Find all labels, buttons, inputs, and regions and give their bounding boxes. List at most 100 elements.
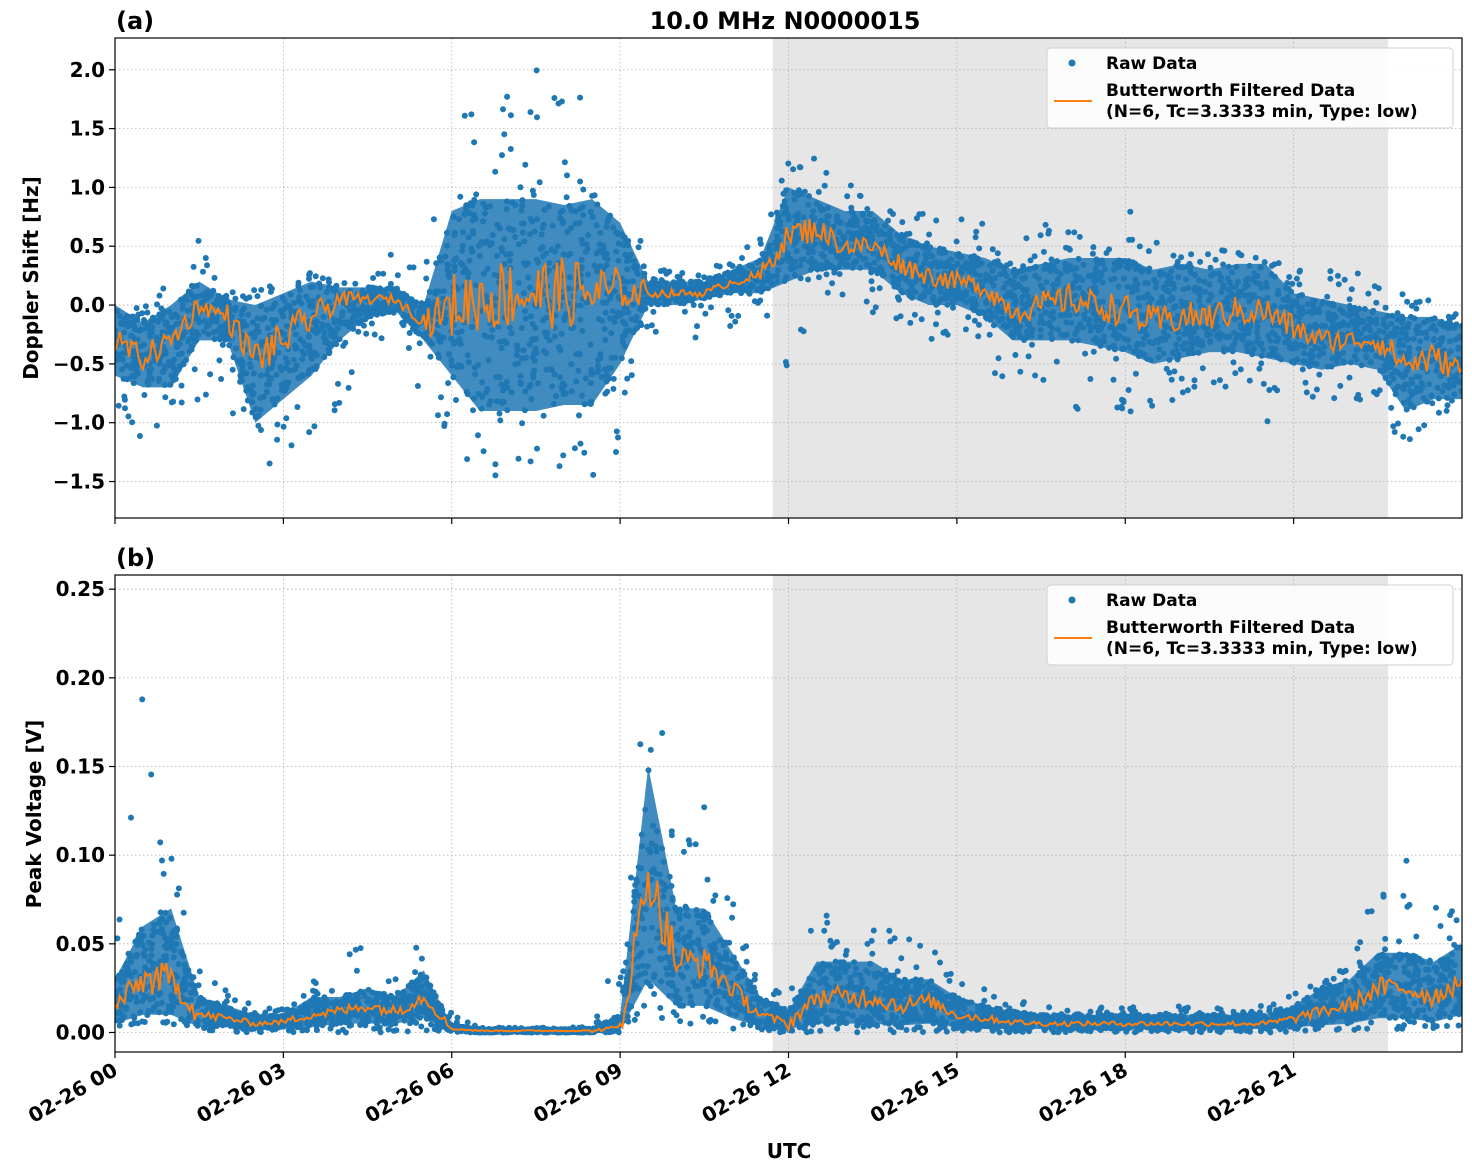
raw-data-point (816, 274, 822, 280)
raw-data-point (288, 292, 294, 298)
raw-data-point (929, 336, 935, 342)
raw-data-point (959, 254, 965, 260)
raw-data-point (577, 317, 583, 323)
raw-data-point (1415, 329, 1421, 335)
raw-data-point (497, 339, 503, 345)
raw-data-point (442, 320, 448, 326)
raw-data-point (965, 314, 971, 320)
raw-data-point (283, 1007, 289, 1013)
raw-data-point (584, 299, 590, 305)
raw-data-point (195, 397, 201, 403)
raw-data-point (117, 1023, 123, 1029)
raw-data-point (220, 1022, 226, 1028)
raw-data-point (463, 206, 469, 212)
raw-data-point (501, 399, 507, 405)
raw-data-point (1169, 377, 1175, 383)
raw-data-point (118, 1017, 124, 1023)
raw-data-point (1421, 395, 1427, 401)
raw-data-point (1134, 343, 1140, 349)
raw-data-point (1220, 262, 1226, 268)
raw-data-point (1359, 362, 1365, 368)
raw-data-point (907, 320, 913, 326)
raw-data-point (446, 262, 452, 268)
raw-data-point (844, 263, 850, 269)
raw-data-point (1394, 317, 1400, 323)
raw-data-point (1121, 276, 1127, 282)
raw-data-point (1016, 330, 1022, 336)
raw-data-point (265, 325, 271, 331)
raw-data-point (671, 279, 677, 285)
raw-data-point (1173, 342, 1179, 348)
raw-data-point (423, 975, 429, 981)
raw-data-point (1417, 374, 1423, 380)
raw-data-point (421, 333, 427, 339)
raw-data-point (504, 379, 510, 385)
raw-data-point (306, 334, 312, 340)
raw-data-point (162, 321, 168, 327)
raw-data-point (330, 288, 336, 294)
raw-data-point (154, 301, 160, 307)
raw-data-point (1229, 269, 1235, 275)
raw-data-point (153, 334, 159, 340)
raw-data-point (560, 220, 566, 226)
raw-data-point (1088, 328, 1094, 334)
raw-data-point (1132, 276, 1138, 282)
raw-data-point (158, 990, 164, 996)
raw-data-point (229, 1011, 235, 1017)
raw-data-point (459, 248, 465, 254)
raw-data-point (1046, 300, 1052, 306)
raw-data-point (1327, 276, 1333, 282)
raw-data-point (176, 366, 182, 372)
raw-data-point (379, 991, 385, 997)
raw-data-point (757, 298, 763, 304)
raw-data-point (890, 211, 896, 217)
raw-data-point (428, 1022, 434, 1028)
raw-data-point (240, 293, 246, 299)
raw-data-point (609, 355, 615, 361)
raw-data-point (320, 275, 326, 281)
raw-data-point (178, 950, 184, 956)
raw-data-point (245, 312, 251, 318)
raw-data-point (564, 172, 570, 178)
raw-data-point (141, 392, 147, 398)
raw-data-point (283, 365, 289, 371)
raw-data-point (522, 308, 528, 314)
raw-data-point (1453, 321, 1459, 327)
raw-data-point (458, 260, 464, 266)
raw-data-point (174, 926, 180, 932)
raw-data-point (611, 376, 617, 382)
raw-data-point (830, 247, 836, 253)
raw-data-point (1207, 339, 1213, 345)
raw-data-point (424, 259, 430, 265)
raw-data-point (1404, 407, 1410, 413)
y-tick-label: −1.0 (53, 411, 105, 435)
raw-data-point (938, 260, 944, 266)
raw-data-point (142, 1019, 148, 1025)
raw-data-point (514, 342, 520, 348)
raw-data-point (181, 361, 187, 367)
raw-data-point (1428, 393, 1434, 399)
raw-data-point (577, 95, 583, 101)
raw-data-point (566, 286, 572, 292)
raw-data-point (1221, 346, 1227, 352)
raw-data-point (1299, 305, 1305, 311)
raw-data-point (484, 386, 490, 392)
raw-data-point (1292, 340, 1298, 346)
raw-data-point (516, 280, 522, 286)
raw-data-point (762, 252, 768, 258)
raw-data-point (548, 366, 554, 372)
raw-data-point (1373, 300, 1379, 306)
raw-data-point (551, 95, 557, 101)
raw-data-point (744, 244, 750, 250)
raw-data-point (790, 264, 796, 270)
raw-data-point (1081, 312, 1087, 318)
raw-data-point (402, 1018, 408, 1024)
raw-data-point (559, 331, 565, 337)
raw-data-point (296, 294, 302, 300)
raw-data-point (1319, 323, 1325, 329)
raw-data-point (1404, 324, 1410, 330)
raw-data-point (1169, 397, 1175, 403)
raw-data-point (1049, 325, 1055, 331)
raw-data-point (225, 1005, 231, 1011)
raw-data-point (203, 295, 209, 301)
